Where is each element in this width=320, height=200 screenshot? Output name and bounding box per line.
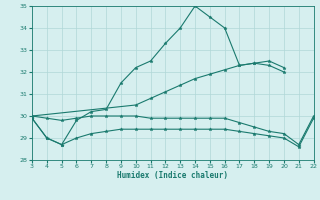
X-axis label: Humidex (Indice chaleur): Humidex (Indice chaleur) xyxy=(117,171,228,180)
